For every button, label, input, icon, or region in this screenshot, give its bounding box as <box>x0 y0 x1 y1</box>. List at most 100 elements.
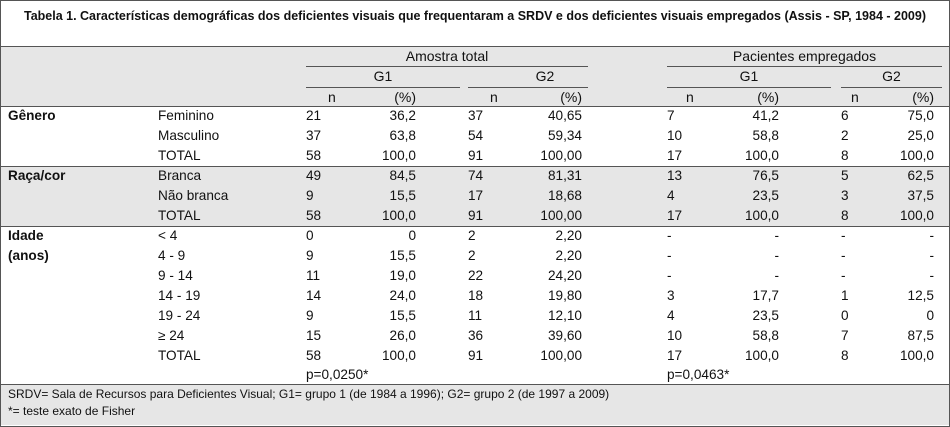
row-label: 9 - 14 <box>158 268 193 283</box>
table-cell: - <box>774 248 779 263</box>
subgroup-g2-amostra: G2 <box>535 68 555 84</box>
rule-sub-g2b <box>841 87 942 88</box>
table-cell: 59,34 <box>547 128 582 143</box>
subgroup-g1-amostra: G1 <box>373 68 393 84</box>
table-cell: 36 <box>468 328 484 343</box>
row-label: ≥ 24 <box>158 328 185 343</box>
table-cell: - <box>667 268 672 283</box>
footnote-abbreviations: SRDV= Sala de Recursos para Deficientes … <box>8 387 610 401</box>
table-cell: 21 <box>306 108 322 123</box>
table-cell: 9 <box>306 308 314 323</box>
table-cell: 100,00 <box>540 148 582 163</box>
row-label: Não branca <box>158 188 229 203</box>
row-label: TOTAL <box>158 348 201 363</box>
table-cell: 91 <box>468 348 484 363</box>
table-cell: 100,00 <box>540 348 582 363</box>
table-cell: 100,0 <box>899 348 934 363</box>
table-cell: 0 <box>926 308 934 323</box>
table-cell: 24,20 <box>547 268 582 283</box>
table-cell: 0 <box>408 228 416 243</box>
pvalue-empregados: p=0,0463* <box>667 367 730 382</box>
table-cell: 17 <box>667 208 683 223</box>
table-cell: 12,10 <box>547 308 582 323</box>
table-cell: - <box>841 248 846 263</box>
table-cell: 26,0 <box>389 328 416 343</box>
table-cell: 3 <box>667 288 675 303</box>
table-cell: 3 <box>841 188 849 203</box>
row-label: < 4 <box>158 228 178 243</box>
table-cell: 8 <box>841 348 849 363</box>
table-cell: 23,5 <box>752 188 779 203</box>
table-cell: 0 <box>306 228 314 243</box>
table-cell: 58 <box>306 148 322 163</box>
table-cell: 1 <box>841 288 849 303</box>
rule-sub-g1a <box>306 87 460 88</box>
table-cell: 100,00 <box>540 208 582 223</box>
col-n-2: n <box>490 89 498 105</box>
table-cell: - <box>774 268 779 283</box>
table-cell: 49 <box>306 168 322 183</box>
row-label: Feminino <box>158 108 214 123</box>
table-cell: 8 <box>841 148 849 163</box>
section-label: Idade <box>8 228 44 243</box>
row-label: 14 - 19 <box>158 288 201 303</box>
table-cell: - <box>929 248 934 263</box>
table-cell: 58 <box>306 348 322 363</box>
table-cell: 100,0 <box>899 208 934 223</box>
table-cell: 8 <box>841 208 849 223</box>
table-cell: 100,0 <box>381 148 416 163</box>
table-cell: 24,0 <box>389 288 416 303</box>
section-label: Raça/cor <box>8 168 66 183</box>
rule-header-bottom <box>0 106 949 107</box>
table-cell: 6 <box>841 108 849 123</box>
table-cell: 2,20 <box>555 228 582 243</box>
table-cell: 17,7 <box>752 288 779 303</box>
table-cell: 54 <box>468 128 484 143</box>
table-cell: 91 <box>468 148 484 163</box>
header-shade <box>1 46 949 107</box>
table-cell: 100,0 <box>381 208 416 223</box>
table-cell: 10 <box>667 128 683 143</box>
subgroup-g1-empregados: G1 <box>739 68 759 84</box>
table-cell: 36,2 <box>389 108 416 123</box>
table-cell: 62,5 <box>907 168 934 183</box>
row-label: 4 - 9 <box>158 248 186 263</box>
table-cell: 100,0 <box>381 348 416 363</box>
table-cell: 17 <box>667 148 683 163</box>
table-cell: 5 <box>841 168 849 183</box>
rule-group-right <box>667 66 942 67</box>
table-cell: 91 <box>468 208 484 223</box>
table-cell: 2 <box>841 128 849 143</box>
rule-foot <box>0 384 949 385</box>
rule-sec2 <box>0 226 949 227</box>
table-cell: 19,80 <box>547 288 582 303</box>
table-cell: 15,5 <box>389 248 416 263</box>
table-cell: 100,0 <box>744 348 779 363</box>
table-cell: 100,0 <box>744 148 779 163</box>
footnote-fisher: *= teste exato de Fisher <box>8 404 136 418</box>
table-cell: 10 <box>667 328 683 343</box>
table-cell: 18,68 <box>547 188 582 203</box>
table-cell: 9 <box>306 188 314 203</box>
table-cell: 37,5 <box>907 188 934 203</box>
table-cell: 40,65 <box>547 108 582 123</box>
table-cell: 18 <box>468 288 484 303</box>
table-cell: 17 <box>468 188 484 203</box>
rule-sec1 <box>0 166 949 167</box>
table-cell: 100,0 <box>899 148 934 163</box>
table-cell: 100,0 <box>744 208 779 223</box>
table-cell: 15 <box>306 328 322 343</box>
table-cell: 23,5 <box>752 308 779 323</box>
col-n-4: n <box>851 89 859 105</box>
table-cell: 75,0 <box>907 108 934 123</box>
table-cell: - <box>667 248 672 263</box>
table-cell: - <box>929 268 934 283</box>
table-cell: 13 <box>667 168 683 183</box>
col-n-3: n <box>686 89 694 105</box>
table-cell: 58 <box>306 208 322 223</box>
row-label: TOTAL <box>158 208 201 223</box>
rule-top <box>0 46 949 47</box>
col-n-1: n <box>328 89 336 105</box>
table-cell: 39,60 <box>547 328 582 343</box>
table-cell: 14 <box>306 288 322 303</box>
